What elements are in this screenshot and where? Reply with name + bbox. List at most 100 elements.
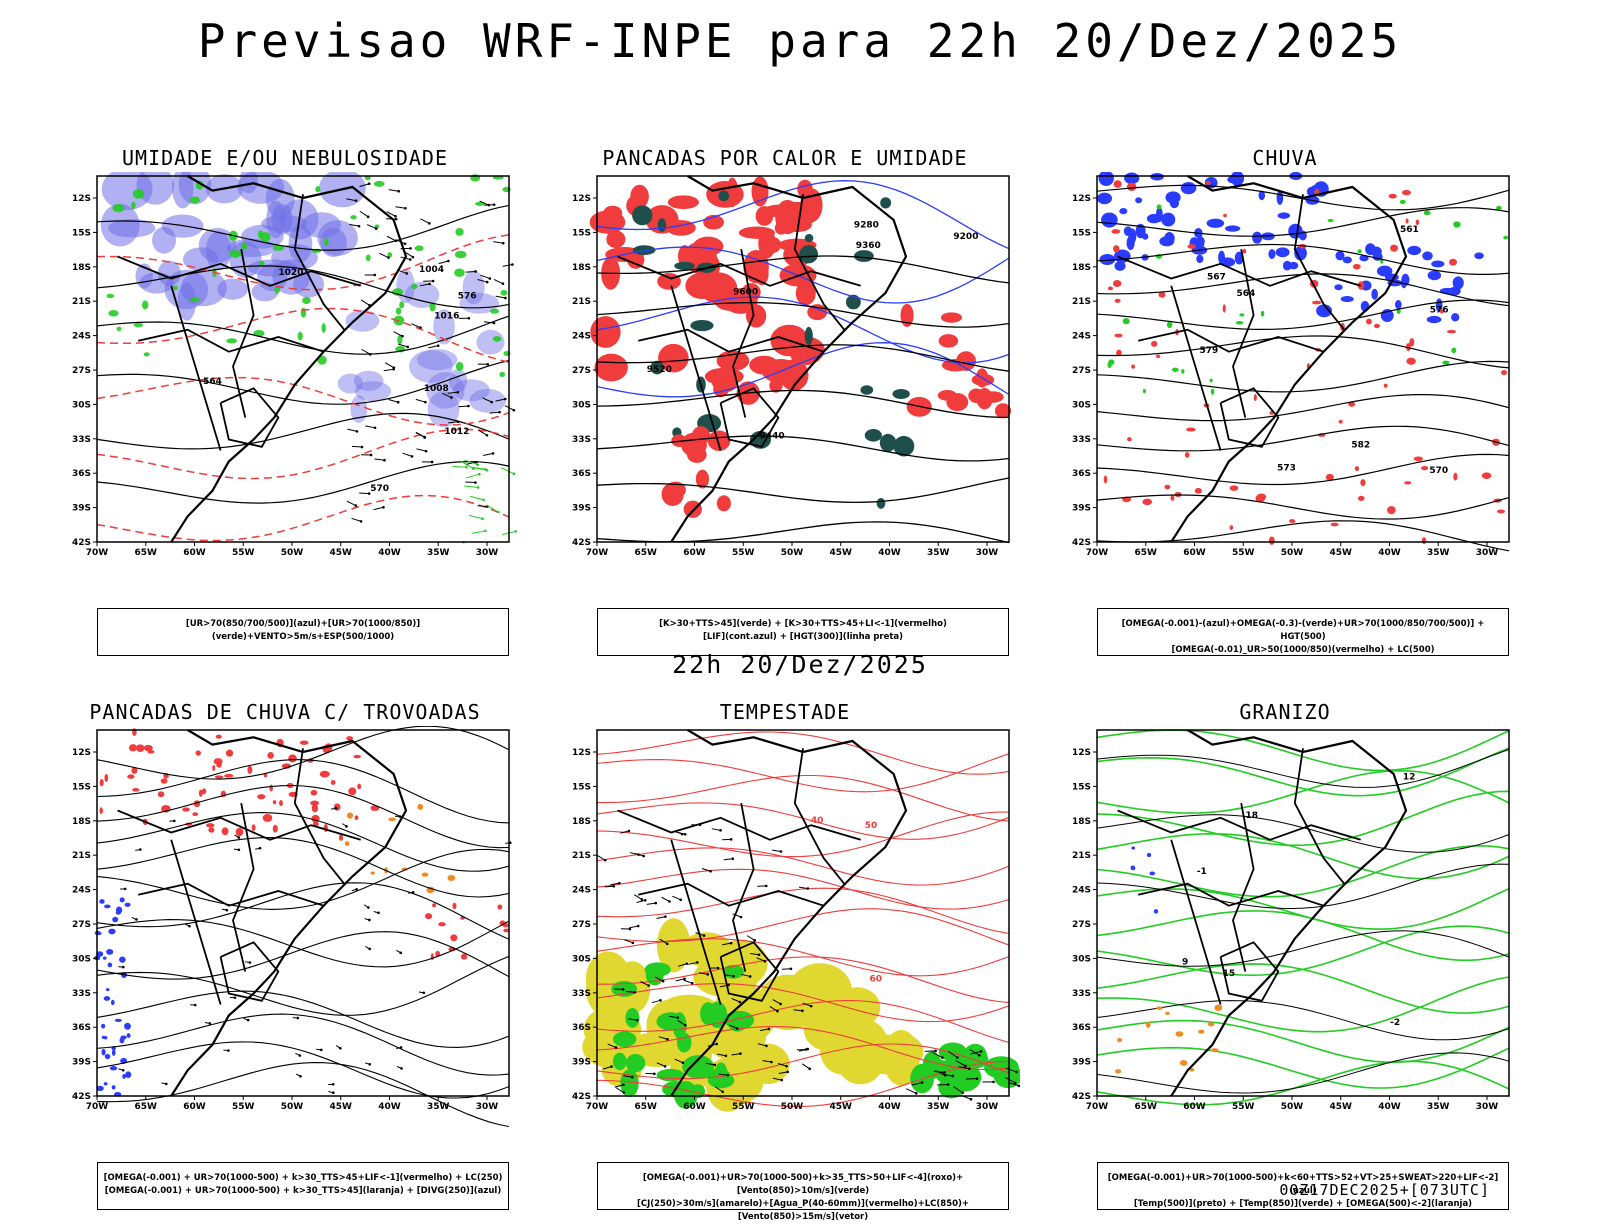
shaded-area xyxy=(1389,194,1397,199)
shaded-area xyxy=(1334,284,1342,290)
shaded-area xyxy=(266,200,285,238)
shaded-area xyxy=(334,803,341,810)
shaded-area xyxy=(490,309,499,314)
lon-label: 50W xyxy=(781,1102,804,1112)
wind-vector-head xyxy=(493,203,496,206)
wind-vector-head xyxy=(296,1017,299,1020)
shaded-area xyxy=(161,778,168,784)
wind-vector-head xyxy=(399,952,402,955)
shaded-area xyxy=(438,922,446,926)
contour-value-label: 9 xyxy=(1182,958,1188,968)
contour-line xyxy=(1097,1021,1509,1063)
shaded-area xyxy=(108,929,115,935)
wind-vector xyxy=(634,895,642,900)
wind-vector xyxy=(494,279,503,283)
shaded-area xyxy=(450,934,457,941)
wind-vector-head xyxy=(456,391,459,394)
shaded-area xyxy=(674,262,694,270)
shaded-area xyxy=(1186,428,1196,432)
shaded-area xyxy=(1115,299,1121,303)
shaded-area xyxy=(1147,853,1151,857)
wind-vector-head xyxy=(706,973,709,976)
shaded-area xyxy=(1165,191,1180,203)
shaded-area xyxy=(1289,519,1295,523)
shaded-area xyxy=(1406,358,1415,365)
lat-label: 30S xyxy=(572,954,591,964)
wind-vector-head xyxy=(780,1079,783,1082)
shaded-area xyxy=(1503,236,1508,240)
state-border xyxy=(1171,840,1220,1005)
wind-vector-head xyxy=(666,943,669,946)
lat-label: 24S xyxy=(1072,332,1091,342)
wind-vector-head xyxy=(475,461,478,464)
lon-label: 50W xyxy=(1281,1102,1304,1112)
wind-vector-head xyxy=(731,857,734,860)
wind-vector-head xyxy=(696,961,699,964)
wind-vector-head xyxy=(677,1016,680,1019)
shaded-area xyxy=(125,903,131,907)
lat-label: 18S xyxy=(72,263,91,273)
contour-line xyxy=(97,1014,509,1075)
shaded-area xyxy=(1254,394,1257,401)
shaded-area xyxy=(338,374,363,394)
lat-label: 21S xyxy=(572,297,591,307)
lat-label: 42S xyxy=(72,538,91,548)
legend-line: [OMEGA(-0.001) + UR>70(1000-500) + k>30_… xyxy=(98,1185,508,1198)
contour-value-label: 60 xyxy=(870,974,883,984)
lat-label: 24S xyxy=(572,332,591,342)
wind-vector-head xyxy=(622,988,625,991)
wind-vector-head xyxy=(768,1028,771,1031)
shaded-area xyxy=(877,498,886,509)
shaded-area xyxy=(104,1036,107,1039)
wind-vector xyxy=(394,332,403,336)
shaded-area xyxy=(108,310,118,316)
shaded-area xyxy=(804,1007,847,1050)
wind-vector xyxy=(352,518,362,521)
lat-label: 30S xyxy=(72,954,91,964)
shaded-area xyxy=(199,790,203,797)
shaded-area xyxy=(613,1053,627,1071)
lat-label: 24S xyxy=(572,886,591,896)
wind-vector-head xyxy=(683,978,686,981)
wind-vector-head xyxy=(369,353,372,356)
state-border xyxy=(138,884,323,906)
lat-label: 36S xyxy=(572,1023,591,1033)
shaded-area xyxy=(880,197,891,208)
shaded-area xyxy=(1207,219,1225,228)
wind-vector-head xyxy=(382,506,385,509)
shaded-area xyxy=(712,372,738,393)
wind-vector-head xyxy=(238,836,241,839)
wind-vector-head xyxy=(612,885,615,888)
lon-label: 60W xyxy=(183,548,206,558)
shaded-area xyxy=(279,800,283,806)
wind-vector-head xyxy=(419,326,422,329)
shaded-area xyxy=(1164,485,1170,490)
wind-vector xyxy=(453,466,467,467)
shaded-area xyxy=(1453,221,1460,227)
wind-vector xyxy=(486,505,498,512)
shaded-area xyxy=(1206,181,1211,185)
shaded-area xyxy=(590,211,626,234)
shaded-area xyxy=(892,389,909,399)
wind-vector-head xyxy=(428,283,431,286)
contour-line xyxy=(1097,977,1509,1032)
contour-line xyxy=(1097,1061,1509,1104)
shaded-area xyxy=(273,825,278,833)
wind-vector-head xyxy=(367,906,370,909)
wind-vector-head xyxy=(404,242,407,245)
shaded-area xyxy=(133,189,144,199)
lon-label: 30W xyxy=(476,548,499,558)
wind-vector-head xyxy=(691,982,694,985)
lat-label: 18S xyxy=(1072,263,1091,273)
wind-vector xyxy=(389,190,399,192)
wind-vector-head xyxy=(358,225,361,228)
shaded-area xyxy=(1114,334,1122,338)
wind-vector-head xyxy=(405,272,408,275)
shaded-area xyxy=(1113,180,1121,188)
wind-vector-head xyxy=(739,1052,742,1055)
wind-vector-head xyxy=(808,1068,811,1071)
wind-vector-head xyxy=(921,1081,924,1084)
shaded-area xyxy=(115,1019,122,1022)
state-border xyxy=(171,840,220,1005)
wind-vector xyxy=(403,453,412,456)
